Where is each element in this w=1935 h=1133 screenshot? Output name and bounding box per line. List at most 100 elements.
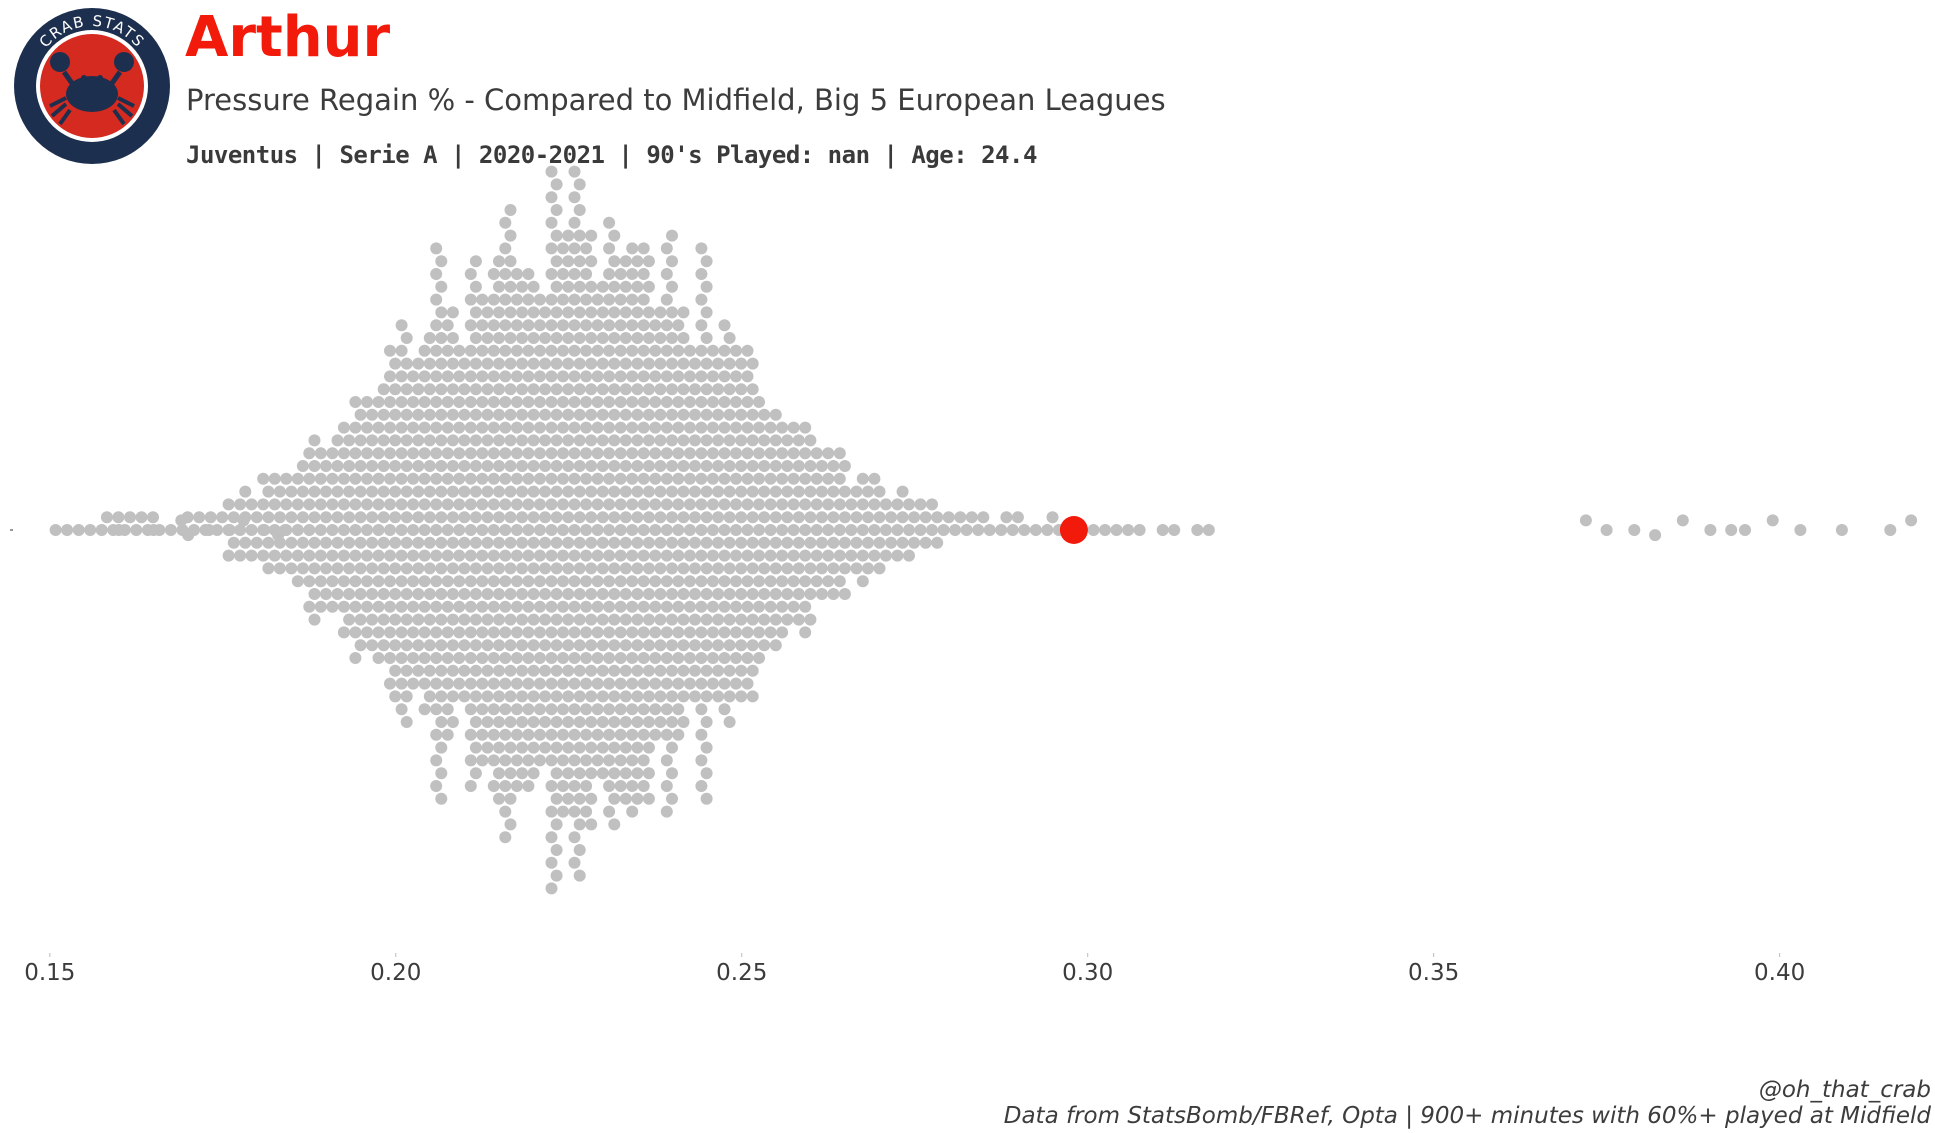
swarm-point xyxy=(476,703,489,716)
swarm-point xyxy=(753,549,765,562)
swarm-point xyxy=(903,524,915,536)
swarm-point xyxy=(522,652,535,664)
swarm-point xyxy=(764,498,777,511)
swarm-point xyxy=(862,562,874,575)
swarm-point xyxy=(354,639,367,652)
swarm-point xyxy=(522,703,535,716)
swarm-point xyxy=(550,818,563,831)
swarm-point xyxy=(464,780,477,792)
swarm-point xyxy=(799,447,812,460)
swarm-point xyxy=(827,460,840,472)
swarm-point xyxy=(683,677,696,690)
swarm-point xyxy=(539,562,552,575)
swarm-point xyxy=(469,664,482,677)
swarm-point xyxy=(585,639,598,652)
swarm-point xyxy=(603,498,616,511)
swarm-point xyxy=(510,370,523,383)
swarm-point xyxy=(666,511,678,524)
swarm-point xyxy=(285,562,298,575)
swarm-point xyxy=(781,511,794,524)
swarm-point xyxy=(279,524,292,536)
swarm-point xyxy=(1835,524,1848,536)
swarm-point xyxy=(533,319,546,332)
swarm-point xyxy=(833,524,846,536)
swarm-point xyxy=(637,319,650,332)
swarm-point xyxy=(458,562,471,575)
swarm-point xyxy=(499,370,512,383)
swarm-point xyxy=(562,408,575,421)
swarm-point xyxy=(516,357,529,370)
swarm-point xyxy=(868,498,881,511)
swarm-point xyxy=(735,639,748,652)
swarm-point xyxy=(689,664,701,677)
swarm-point xyxy=(384,472,396,485)
swarm-point xyxy=(308,460,321,472)
swarm-point xyxy=(510,728,523,741)
swarm-point xyxy=(862,536,874,549)
swarm-point xyxy=(723,332,736,344)
swarm-point xyxy=(677,588,690,600)
swarm-point xyxy=(550,357,563,370)
swarm-point xyxy=(533,421,546,434)
swarm-point xyxy=(435,767,448,780)
swarm-point xyxy=(550,639,563,652)
swarm-point xyxy=(649,396,662,408)
swarm-point xyxy=(580,242,593,255)
swarm-point xyxy=(723,664,736,677)
swarm-point xyxy=(389,613,402,626)
swarm-point xyxy=(349,600,362,613)
swarm-point xyxy=(441,396,454,408)
swarm-point xyxy=(227,536,240,549)
swarm-point xyxy=(637,344,650,357)
swarm-point xyxy=(464,728,477,741)
swarm-point xyxy=(349,498,362,511)
swarm-point xyxy=(464,754,477,767)
swarm-point xyxy=(1628,524,1641,536)
swarm-point xyxy=(591,447,604,460)
swarm-point xyxy=(746,357,759,370)
swarm-point xyxy=(792,511,805,524)
swarm-point xyxy=(361,524,373,536)
swarm-point xyxy=(550,204,563,216)
swarm-point xyxy=(337,498,350,511)
swarm-point xyxy=(446,562,459,575)
swarm-point xyxy=(557,754,569,767)
swarm-point xyxy=(642,408,655,421)
swarm-point xyxy=(637,524,650,536)
swarm-point xyxy=(366,639,379,652)
swarm-points xyxy=(49,165,1918,895)
swarm-point xyxy=(735,588,748,600)
swarm-point xyxy=(741,498,754,511)
swarm-point xyxy=(614,652,627,664)
swarm-point xyxy=(735,562,748,575)
swarm-point xyxy=(585,280,598,293)
swarm-point xyxy=(735,690,748,703)
swarm-point xyxy=(395,575,408,588)
swarm-point xyxy=(407,677,420,690)
swarm-point xyxy=(510,652,523,664)
swarm-point xyxy=(741,652,754,664)
swarm-point xyxy=(510,703,523,716)
swarm-point xyxy=(516,588,529,600)
swarm-point xyxy=(642,383,655,396)
swarm-point xyxy=(666,332,678,344)
swarm-point xyxy=(545,472,558,485)
swarm-point xyxy=(753,498,765,511)
swarm-point xyxy=(591,677,604,690)
swarm-point xyxy=(568,524,581,536)
swarm-point xyxy=(568,216,581,229)
swarm-point xyxy=(441,447,454,460)
swarm-point xyxy=(400,408,413,421)
swarm-point xyxy=(516,690,529,703)
swarm-point xyxy=(568,421,581,434)
swarm-point xyxy=(510,754,523,767)
swarm-point xyxy=(781,460,794,472)
swarm-point xyxy=(487,447,500,460)
swarm-point xyxy=(787,524,800,536)
swarm-point xyxy=(700,690,713,703)
swarm-point xyxy=(389,690,402,703)
swarm-point xyxy=(493,792,505,805)
swarm-point xyxy=(557,728,569,741)
swarm-point xyxy=(326,472,339,485)
swarm-point xyxy=(723,536,736,549)
